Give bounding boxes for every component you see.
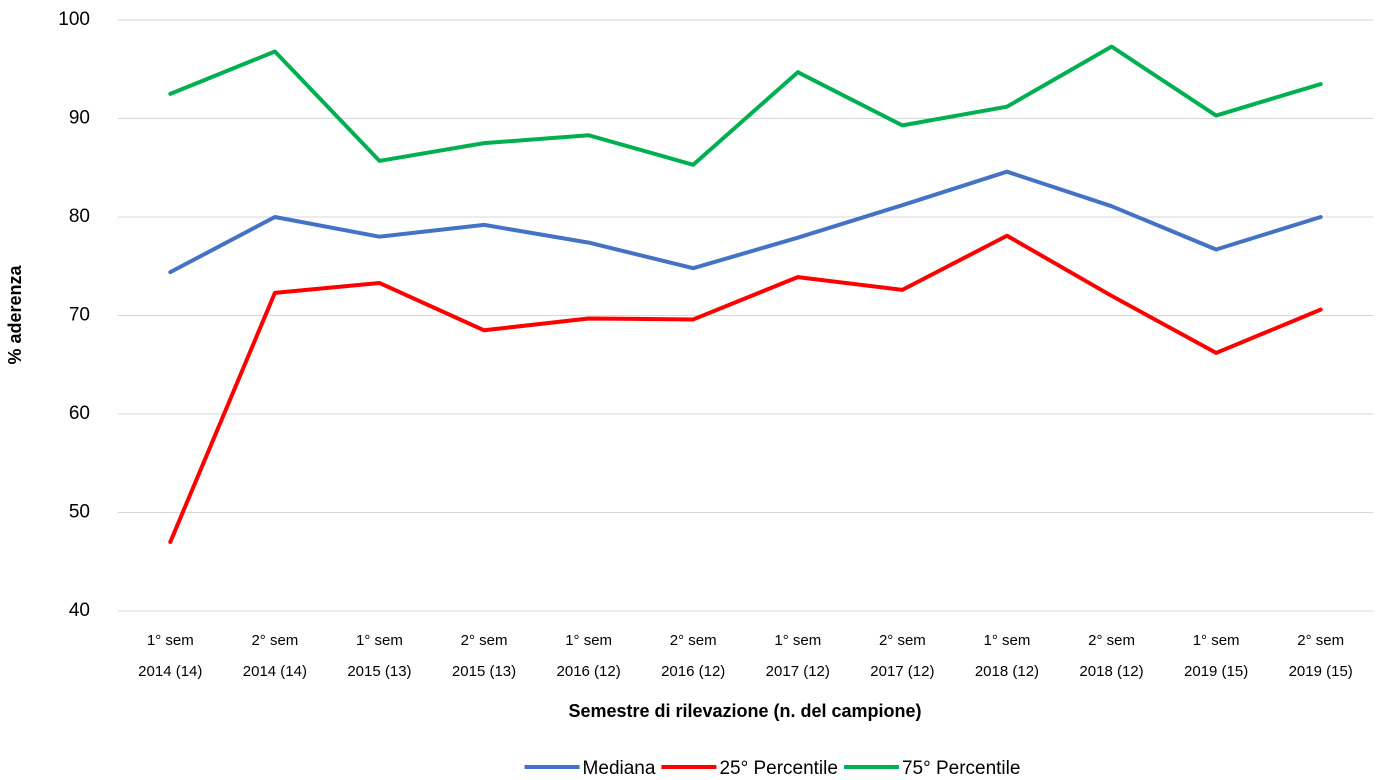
line-series: [168, 233, 1323, 545]
x-tick-label: 1° sem: [565, 632, 612, 649]
y-tick-label: 40: [69, 600, 90, 621]
x-tick-label: 2° sem: [1088, 632, 1135, 649]
x-tick-label: 2° sem: [879, 632, 926, 649]
legend-label: Mediana: [583, 758, 656, 779]
x-tick-label: 2° sem: [251, 632, 298, 649]
legend-label: 25° Percentile: [719, 758, 838, 779]
x-tick-label: 2° sem: [670, 632, 717, 649]
y-tick-label: 50: [69, 502, 90, 523]
x-tick-label: 2015 (13): [452, 663, 516, 680]
x-tick-label: 2018 (12): [975, 663, 1039, 680]
x-tick-label: 2017 (12): [870, 663, 934, 680]
y-tick-label: 60: [69, 403, 90, 424]
x-tick-label: 1° sem: [1193, 632, 1240, 649]
x-tick-label: 2014 (14): [243, 663, 307, 680]
x-tick-label: 2014 (14): [138, 663, 202, 680]
x-tick-label: 1° sem: [984, 632, 1031, 649]
x-tick-label: 2018 (12): [1079, 663, 1143, 680]
y-tick-label: 70: [69, 305, 90, 326]
x-tick-label: 2016 (12): [661, 663, 725, 680]
x-tick-label: 2019 (15): [1184, 663, 1248, 680]
x-tick-label: 2019 (15): [1289, 663, 1353, 680]
x-tick-label: 2015 (13): [347, 663, 411, 680]
x-tick-label: 2° sem: [1297, 632, 1344, 649]
line-series: [168, 169, 1323, 275]
y-tick-label: 80: [69, 206, 90, 227]
y-tick-label: 100: [58, 9, 90, 30]
x-axis-title: Semestre di rilevazione (n. del campione…: [568, 701, 921, 721]
line-series: [168, 44, 1323, 167]
legend-label: 75° Percentile: [902, 758, 1021, 779]
y-axis-title: % aderenza: [5, 264, 25, 364]
y-tick-label: 90: [69, 108, 90, 129]
x-tick-label: 2017 (12): [766, 663, 830, 680]
x-tick-label: 1° sem: [774, 632, 821, 649]
x-tick-label: 2016 (12): [557, 663, 621, 680]
x-tick-label: 1° sem: [147, 632, 194, 649]
x-tick-label: 1° sem: [356, 632, 403, 649]
x-tick-label: 2° sem: [461, 632, 508, 649]
